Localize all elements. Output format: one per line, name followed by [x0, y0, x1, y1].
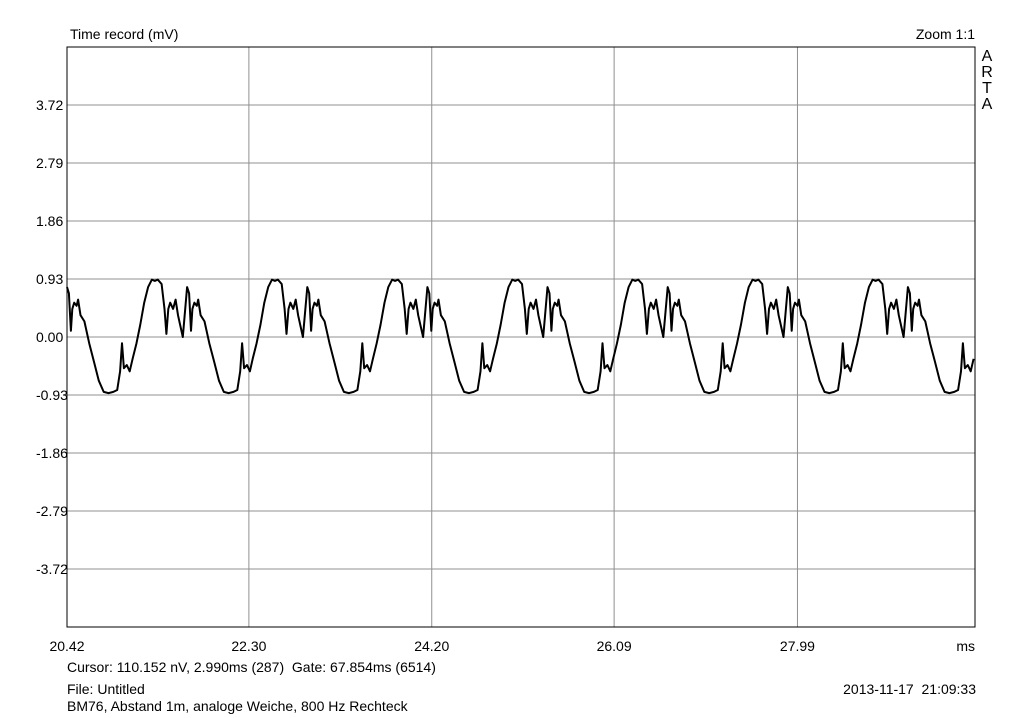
y-tick-label: -0.93: [36, 387, 68, 403]
signal-trace[interactable]: [66, 278, 975, 395]
grid: [67, 47, 975, 627]
y-tick-label: 1.86: [36, 213, 63, 229]
x-tick-label: 27.99: [780, 638, 815, 654]
cursor-readout: Cursor: 110.152 nV, 2.990ms (287) Gate: …: [67, 659, 436, 675]
measurement-description: BM76, Abstand 1m, analoge Weiche, 800 Hz…: [67, 698, 408, 714]
zoom-label[interactable]: Zoom 1:1: [916, 26, 975, 42]
y-tick-label: 0.93: [36, 271, 63, 287]
x-tick-label: 24.20: [414, 638, 449, 654]
timestamp: 2013-11-17 21:09:33: [843, 681, 976, 697]
plot-frame: [66, 46, 976, 628]
arta-brand-letter: A: [982, 48, 993, 65]
file-name: File: Untitled: [67, 681, 145, 697]
chart-title: Time record (mV): [70, 26, 178, 42]
x-tick-label: 22.30: [231, 638, 266, 654]
y-tick-label: -1.86: [36, 445, 68, 461]
y-tick-label: -3.72: [36, 561, 68, 577]
y-tick-label: 3.72: [36, 97, 63, 113]
x-tick-label: 26.09: [597, 638, 632, 654]
arta-brand-letter: R: [981, 64, 993, 81]
y-tick-label: 0.00: [36, 329, 63, 345]
x-axis-ticks: 20.42 22.30 24.20 26.09 27.99: [49, 638, 815, 654]
y-tick-label: 2.79: [36, 155, 63, 171]
x-axis-unit: ms: [956, 638, 975, 654]
y-tick-label: -2.79: [36, 503, 68, 519]
arta-brand-letter: A: [982, 96, 993, 113]
x-tick-label: 20.42: [49, 638, 84, 654]
y-axis-ticks: 3.72 2.79 1.86 0.93 0.00 -0.93 -1.86 -2.79 -3.72: [36, 97, 68, 577]
arta-brand-letter: T: [982, 80, 992, 97]
